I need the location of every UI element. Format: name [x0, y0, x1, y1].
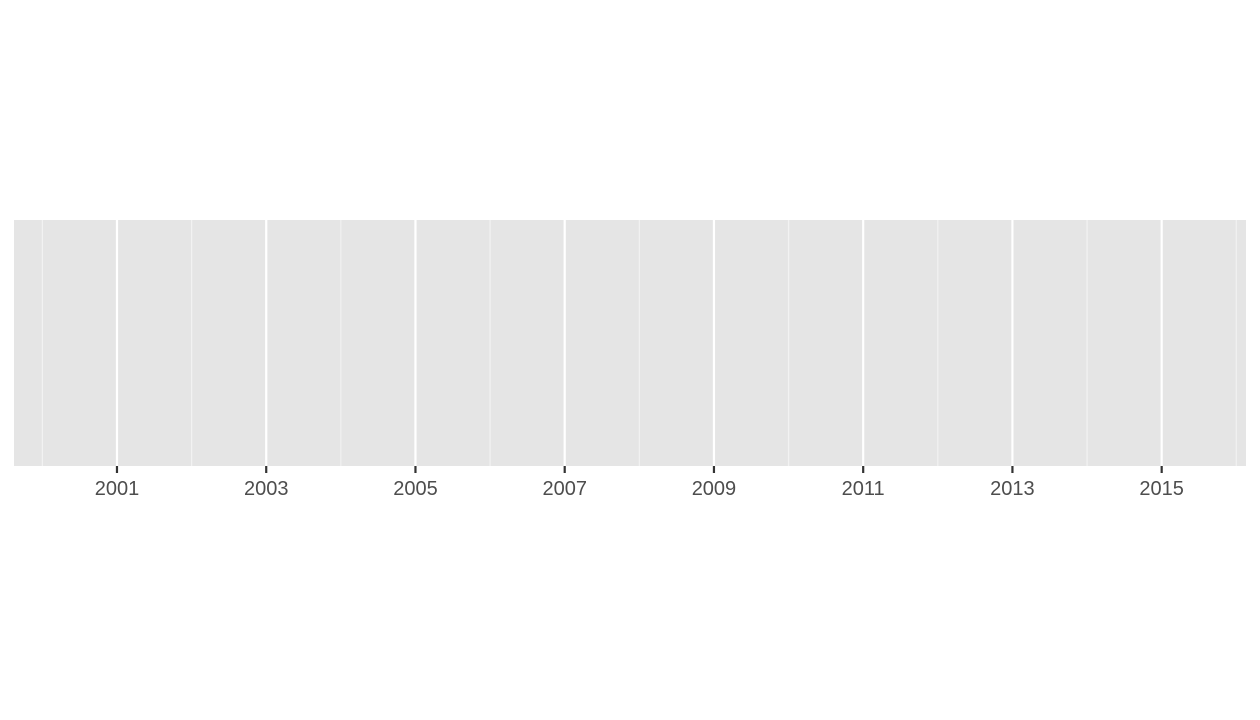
x-tick-label-2003: 2003 — [244, 478, 289, 500]
x-tick-label-2009: 2009 — [692, 478, 737, 500]
grid-minor — [41, 220, 1237, 466]
panel-background — [14, 220, 1246, 466]
grid-major — [115, 220, 1163, 466]
x-tick-label-2007: 2007 — [542, 478, 587, 500]
x-axis-ticks — [115, 466, 1163, 473]
x-tick-label-2015: 2015 — [1139, 478, 1184, 500]
x-tick-label-2001: 2001 — [95, 478, 140, 500]
x-tick-label-2005: 2005 — [393, 478, 438, 500]
x-tick-label-2013: 2013 — [990, 478, 1035, 500]
x-axis-tick-labels: 2001 2003 2005 2007 2009 2011 2013 2015 — [95, 478, 1184, 500]
x-tick-label-2011: 2011 — [842, 478, 885, 500]
